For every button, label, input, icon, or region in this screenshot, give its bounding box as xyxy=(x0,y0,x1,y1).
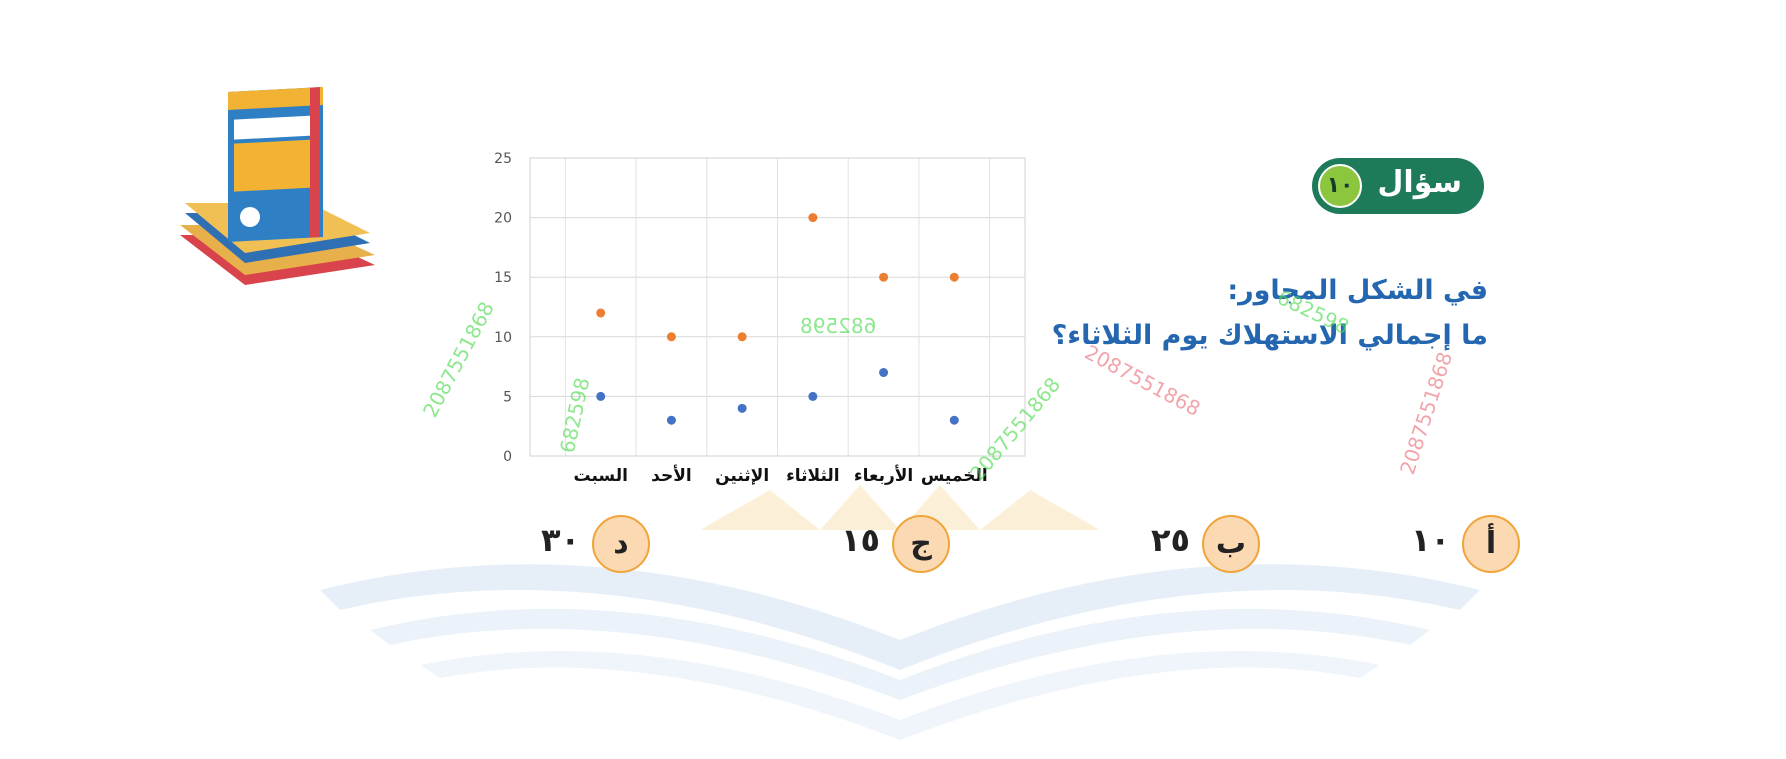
y-tick-label: 15 xyxy=(494,270,512,286)
data-point xyxy=(737,403,747,413)
x-tick-label: الخميس xyxy=(921,466,988,486)
data-point xyxy=(879,368,889,378)
answer-value-a: ١٠ xyxy=(1410,521,1450,559)
question-line-1: في الشكل المجاور: xyxy=(1227,275,1488,306)
x-tick-label: الثلاثاء xyxy=(786,466,840,486)
question-number-badge: ١٠ xyxy=(1318,164,1362,208)
question-line-2: ما إجمالي الاستهلاك يوم الثلاثاء؟ xyxy=(1051,320,1488,351)
x-tick-label: السبت xyxy=(573,466,627,486)
data-point xyxy=(666,332,676,342)
answer-value-b: ٢٥ xyxy=(1150,521,1190,559)
answer-option-c[interactable]: ج ١٥ xyxy=(800,515,950,575)
data-point xyxy=(808,213,818,223)
answer-value-c: ١٥ xyxy=(840,521,880,559)
chart-svg: 0 5 10 15 20 25 السبت الأحد الإثنين الثلاثاء الأرب… xyxy=(494,151,1026,486)
data-point xyxy=(666,415,676,425)
data-point xyxy=(596,391,606,401)
answer-letter-b: ب xyxy=(1202,515,1260,573)
question-text: في الشكل المجاور: ما إجمالي الاستهلاك يو… xyxy=(968,268,1488,358)
data-point xyxy=(949,272,959,282)
x-tick-label: الأحد xyxy=(651,465,692,486)
y-tick-label: 25 xyxy=(494,151,512,167)
y-tick-label: 10 xyxy=(494,330,512,346)
book-stack-image xyxy=(180,86,375,285)
data-point xyxy=(596,308,606,318)
scatter-chart: 0 5 10 15 20 25 السبت الأحد الإثنين الثلاثاء الأرب… xyxy=(470,140,1030,500)
y-tick-label: 20 xyxy=(494,211,512,227)
answer-value-d: ٣٠ xyxy=(540,521,580,559)
y-tick-label: 5 xyxy=(503,389,512,405)
data-point xyxy=(879,272,889,282)
answer-option-a[interactable]: أ ١٠ xyxy=(1400,515,1520,575)
answer-letter-d: د xyxy=(592,515,650,573)
answer-letter-c: ج xyxy=(892,515,950,573)
answer-option-d[interactable]: د ٣٠ xyxy=(500,515,650,575)
x-tick-label: الإثنين xyxy=(715,466,769,486)
x-tick-label: الأربعاء xyxy=(854,465,913,486)
background-logo-watermark xyxy=(320,485,1480,740)
data-point xyxy=(949,415,959,425)
answer-option-b[interactable]: ب ٢٥ xyxy=(1110,515,1260,575)
data-point xyxy=(737,332,747,342)
plot-frame xyxy=(529,157,1026,457)
question-label: سؤال xyxy=(1377,165,1462,200)
data-point xyxy=(808,391,818,401)
question-badge: سؤال ١٠ xyxy=(1312,158,1484,214)
y-tick-label: 0 xyxy=(503,449,512,465)
answer-letter-a: أ xyxy=(1462,515,1520,573)
